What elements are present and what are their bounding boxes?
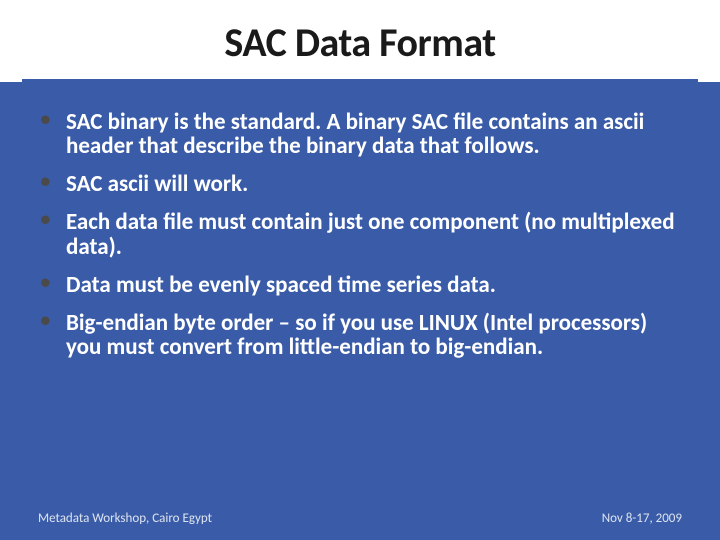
bullet-item: Data must be evenly spaced time series d… — [38, 273, 682, 297]
bullet-list: SAC binary is the standard. A binary SAC… — [38, 110, 682, 359]
bullet-item: Big-endian byte order – so if you use LI… — [38, 311, 682, 359]
bullet-item: Each data file must contain just one com… — [38, 210, 682, 258]
title-area: SAC Data Format — [0, 0, 720, 79]
slide: SAC Data Format SAC binary is the standa… — [0, 0, 720, 540]
footer-right: Nov 8-17, 2009 — [602, 511, 682, 526]
bullet-item: SAC ascii will work. — [38, 172, 682, 196]
slide-title: SAC Data Format — [0, 18, 720, 67]
footer-left: Metadata Workshop, Cairo Egypt — [38, 511, 212, 526]
bullet-item: SAC binary is the standard. A binary SAC… — [38, 110, 682, 158]
content-area: SAC binary is the standard. A binary SAC… — [0, 82, 720, 540]
slide-footer: Metadata Workshop, Cairo Egypt Nov 8-17,… — [38, 511, 682, 526]
